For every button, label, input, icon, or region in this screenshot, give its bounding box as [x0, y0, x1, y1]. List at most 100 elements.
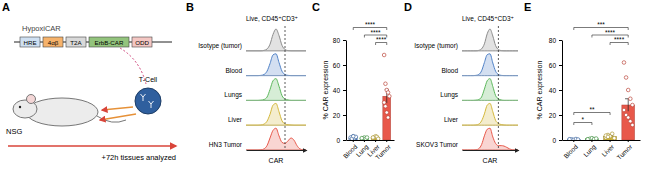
construct-segment	[43, 37, 63, 47]
row-label: Liver	[228, 116, 243, 123]
y-axis: 020406080	[549, 37, 563, 144]
x-tick: Liver	[600, 140, 616, 158]
data-point	[624, 76, 628, 80]
y-tick-label: 20	[333, 112, 341, 119]
data-point	[622, 61, 626, 65]
timeline-arrow	[8, 145, 176, 147]
y-tick-mark	[559, 65, 562, 66]
significance-label: ***	[597, 21, 605, 28]
significance-label: ****	[365, 21, 376, 28]
row-baseline	[246, 125, 306, 126]
y-tick: 0	[336, 137, 346, 144]
timeline-label: +72h tissues analyzed	[102, 153, 176, 162]
row-baseline	[246, 50, 306, 51]
row-baseline	[462, 125, 518, 126]
panel-label: E	[524, 1, 531, 13]
data-point	[629, 119, 633, 123]
data-point	[586, 137, 590, 140]
data-point	[576, 138, 580, 140]
car-glyph	[141, 94, 146, 101]
y-tick: 60	[549, 62, 562, 69]
construct-segment	[132, 37, 152, 47]
car-glyph	[149, 101, 154, 108]
histogram	[246, 103, 306, 125]
error-stem	[628, 99, 629, 112]
bar-panel: E020406080BloodLungLiverTumor% CAR expre…	[524, 1, 641, 161]
x-tick: Tumor	[615, 140, 634, 161]
row-label: Lungs	[440, 91, 458, 99]
y-axis-line	[562, 41, 563, 141]
schematic: AHypoxiCARHRE4αβT2AErbB-CARODDNSGT-Cell+…	[2, 1, 176, 162]
data-point	[382, 101, 386, 105]
panel-label: D	[404, 1, 412, 13]
injection-arrow	[100, 114, 136, 120]
threshold-line	[285, 26, 286, 150]
data-point	[626, 116, 630, 120]
data-point	[594, 137, 598, 140]
x-tick: Tumor	[374, 140, 393, 161]
data-point	[376, 137, 380, 140]
data-point	[386, 91, 390, 95]
row-baseline	[462, 100, 518, 101]
histogram	[462, 103, 518, 125]
data-point	[371, 136, 375, 140]
data-point	[360, 137, 364, 140]
cell-label: T-Cell	[139, 76, 158, 83]
y-tick-mark	[559, 90, 562, 91]
construct-segment	[89, 37, 129, 47]
data-point	[365, 136, 369, 140]
data-point	[606, 135, 610, 139]
y-tick: 20	[549, 112, 562, 119]
x-axis-line	[463, 150, 519, 151]
plot-area	[567, 61, 634, 140]
histogram	[246, 128, 306, 150]
significance-label: **	[589, 106, 595, 113]
x-tick-label: Liver	[600, 142, 616, 158]
row-baseline	[246, 100, 306, 101]
ridgeline-panel: BLive, CD45⁺CD3⁺Isotype (tumor)BloodLung…	[186, 1, 307, 164]
histogram	[462, 29, 518, 51]
data-point	[631, 123, 635, 127]
y-tick: 60	[333, 62, 346, 69]
y-tick-mark	[343, 40, 346, 41]
mouse-label: NSG	[6, 127, 22, 136]
mouse-eye	[19, 106, 21, 108]
y-tick-mark	[343, 115, 346, 116]
y-tick: 40	[549, 87, 562, 94]
data-point	[388, 94, 392, 98]
x-tick-mark	[353, 140, 354, 142]
row-label: Lungs	[224, 91, 242, 99]
subtitle: Live, CD45⁺CD3⁺	[462, 15, 514, 22]
y-tick: 80	[549, 37, 562, 44]
data-point	[351, 134, 355, 138]
x-tick-label: Tumor	[374, 142, 393, 161]
y-tick-label: 40	[549, 87, 557, 94]
row-label: HN3 Tumor	[209, 141, 243, 148]
y-tick: 40	[333, 87, 346, 94]
x-tick-label: Blood	[562, 143, 579, 160]
x-axis	[247, 150, 307, 151]
y-tick-mark	[343, 65, 346, 66]
data-point	[613, 136, 617, 140]
subtitle: Live, CD45⁺CD3⁺	[246, 15, 298, 22]
y-tick-label: 60	[549, 62, 557, 69]
y-tick-label: 80	[333, 37, 341, 44]
y-tick-mark	[343, 140, 346, 141]
x-axis: BloodLungLiverTumor	[342, 140, 395, 161]
data-point	[384, 104, 388, 108]
plot-area	[349, 53, 391, 140]
x-axis-line	[347, 140, 395, 141]
histogram	[246, 29, 306, 51]
data-point	[631, 103, 635, 107]
y-tick-label: 20	[549, 112, 557, 119]
data-point	[384, 82, 388, 86]
data-point	[360, 136, 364, 140]
y-tick: 80	[333, 37, 346, 44]
x-tick-mark	[573, 140, 574, 142]
y-tick-label: 40	[333, 87, 341, 94]
histogram	[462, 128, 518, 150]
data-point	[386, 116, 390, 120]
x-tick-mark	[610, 140, 611, 142]
y-axis-line	[346, 41, 347, 141]
plot-area	[462, 29, 518, 150]
